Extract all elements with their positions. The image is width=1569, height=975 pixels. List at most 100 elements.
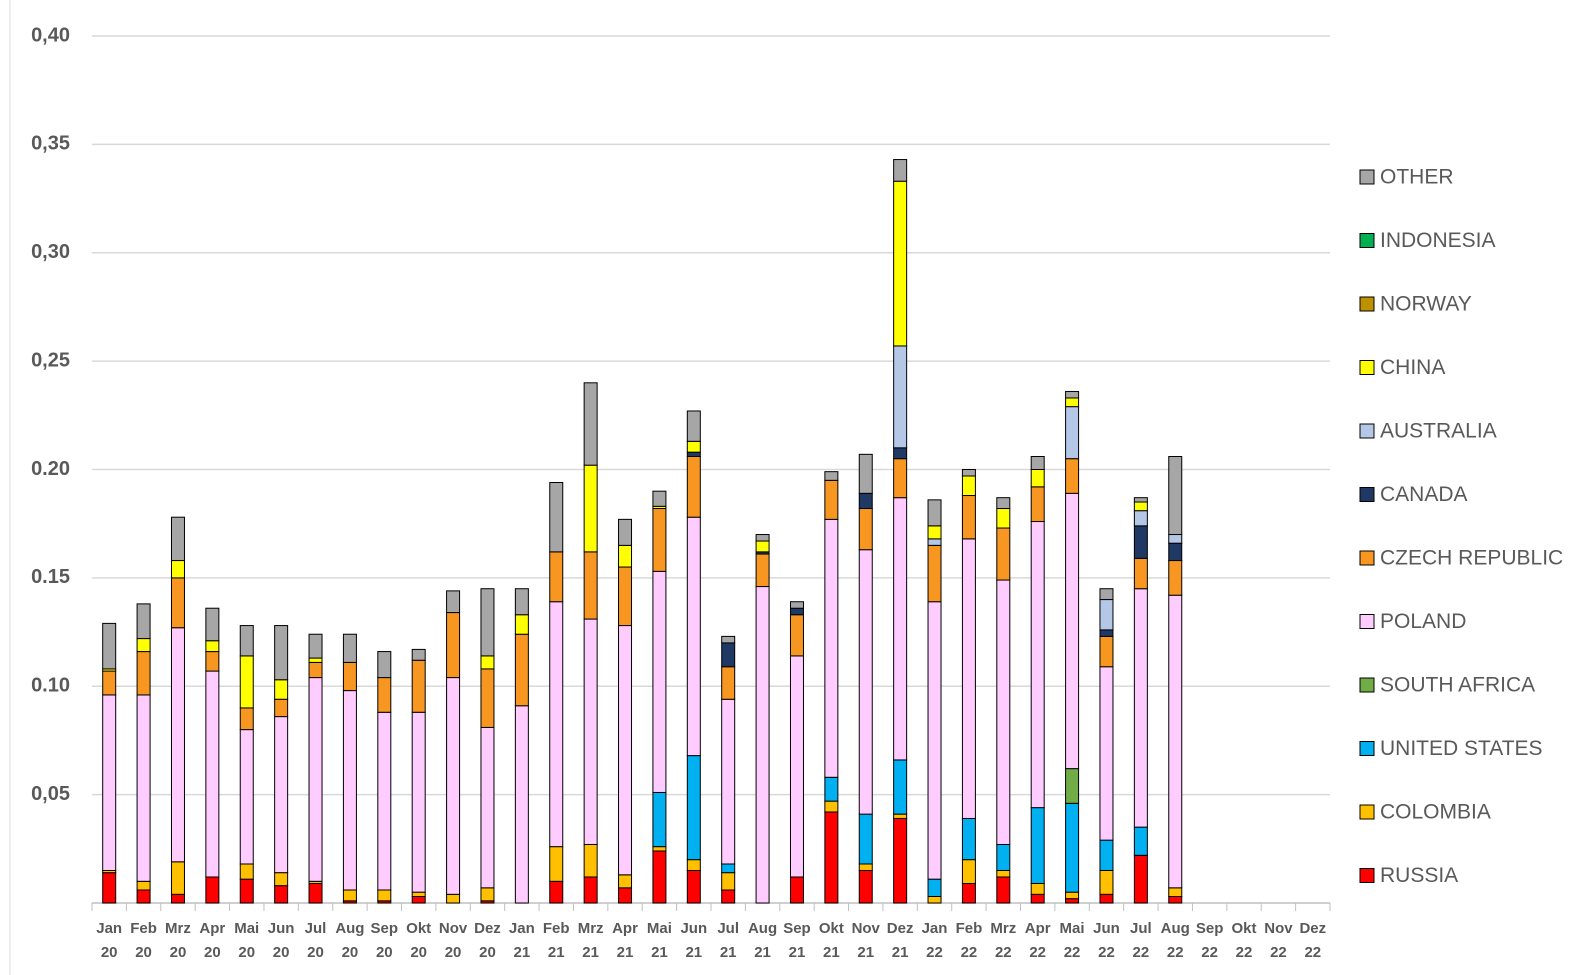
bar-segment — [961, 538, 976, 819]
bar-segment — [652, 490, 667, 507]
x-tick-label: Sep 21 — [783, 920, 811, 961]
bar-segment — [893, 497, 908, 761]
x-tick-label: Mrz 22 — [990, 920, 1017, 961]
bar-segment — [549, 551, 564, 603]
bar-segment — [893, 345, 908, 449]
bar-segment — [1133, 826, 1148, 856]
legend-swatch — [1359, 360, 1375, 375]
legend-label: UNITED STATES — [1380, 737, 1543, 760]
bar-segment — [136, 694, 151, 882]
bar-segment — [686, 440, 701, 453]
bar-segment — [1133, 557, 1148, 590]
bar-segment — [1168, 594, 1183, 889]
bar-segment — [789, 614, 804, 657]
bar-segment — [1065, 768, 1080, 804]
bar-segment — [239, 729, 254, 865]
bar-segment — [308, 882, 323, 904]
bar-segment — [170, 861, 185, 895]
bar-segment — [686, 869, 701, 904]
bar-segment — [824, 518, 839, 778]
bar-segment — [858, 869, 873, 904]
legend-swatch — [1359, 423, 1375, 439]
bar-segment — [480, 588, 495, 657]
legend-label: CHINA — [1380, 356, 1445, 379]
bar-segment — [1168, 895, 1183, 904]
bar-segment — [308, 661, 323, 679]
bar-segment — [721, 698, 736, 865]
x-tick-label: Mai 20 — [234, 920, 260, 961]
bar-segment — [1065, 397, 1080, 408]
bar-segment — [996, 876, 1011, 904]
bar-segment — [893, 817, 908, 904]
x-tick-label: Jul 21 — [717, 920, 740, 961]
bar-segment — [446, 677, 461, 895]
x-tick-label: Dez 22 — [1299, 920, 1327, 961]
x-tick-label: Jul 22 — [1130, 920, 1152, 961]
legend-label: NORWAY — [1380, 293, 1472, 316]
bar-segment — [961, 882, 976, 904]
bar-segment — [480, 726, 495, 889]
x-tick-label: Mai 21 — [646, 920, 672, 961]
bar-segment — [274, 716, 289, 874]
legend-label: SOUTH AFRICA — [1380, 674, 1535, 697]
x-tick-label: Apr 22 — [1024, 920, 1051, 961]
bar-segment — [205, 876, 220, 904]
x-tick-label: Jan 21 — [508, 920, 535, 961]
bar-segment — [342, 690, 357, 891]
bar-segment — [721, 666, 736, 700]
bar-segment — [136, 603, 151, 640]
bar-segment — [1030, 893, 1045, 904]
bar-segment — [789, 607, 804, 616]
bar-segment — [652, 846, 667, 852]
bar-segment — [1099, 599, 1114, 631]
bar-segment — [858, 813, 873, 865]
bar-segment — [1030, 807, 1045, 884]
bar-segment — [1065, 458, 1080, 494]
bar-segment — [583, 464, 598, 553]
bar-segment — [583, 618, 598, 845]
bar-segment — [618, 544, 633, 568]
bar-segment — [686, 516, 701, 757]
bar-segment — [205, 670, 220, 878]
x-tick-label: Aug 22 — [1160, 920, 1190, 961]
bar-segment — [549, 601, 564, 848]
x-tick-label: Aug 20 — [335, 920, 365, 961]
bar-segment — [1133, 510, 1148, 527]
bar-segment — [1099, 666, 1114, 841]
bar-segment — [893, 447, 908, 460]
bar-segment — [996, 579, 1011, 845]
bar-segment — [446, 590, 461, 614]
y-tick-label: 0,05 — [31, 783, 70, 805]
bar-segment — [1099, 635, 1114, 668]
bar-segment — [170, 577, 185, 629]
x-tick-label: Aug 21 — [747, 920, 778, 961]
bar-segment — [1065, 898, 1080, 904]
bar-segment — [686, 455, 701, 518]
bar-segment — [1065, 492, 1080, 770]
bar-segment — [824, 479, 839, 520]
bar-segment — [996, 497, 1011, 510]
x-tick-label: Apr 21 — [612, 920, 638, 961]
bar-segment — [136, 638, 151, 653]
legend-swatch — [1359, 487, 1375, 502]
bar-segment — [1030, 486, 1045, 523]
bar-segment — [583, 382, 598, 466]
bar-segment — [1030, 521, 1045, 809]
bar-segment — [927, 538, 942, 546]
bar-segment — [480, 668, 495, 728]
bar-segment — [858, 508, 873, 551]
bar-segment — [308, 657, 323, 663]
bar-segment — [824, 471, 839, 481]
bar-segment — [961, 495, 976, 540]
bar-segment — [1030, 455, 1045, 470]
x-tick-label: Dez 21 — [886, 920, 914, 961]
legend-label: CANADA — [1380, 483, 1468, 506]
legend-label: RUSSIA — [1380, 864, 1458, 887]
bar-segment — [721, 872, 736, 891]
legend-swatch — [1359, 550, 1375, 566]
legend-swatch — [1359, 296, 1375, 312]
bar-segment — [583, 551, 598, 620]
legend-label: CZECH REPUBLIC — [1380, 547, 1563, 570]
